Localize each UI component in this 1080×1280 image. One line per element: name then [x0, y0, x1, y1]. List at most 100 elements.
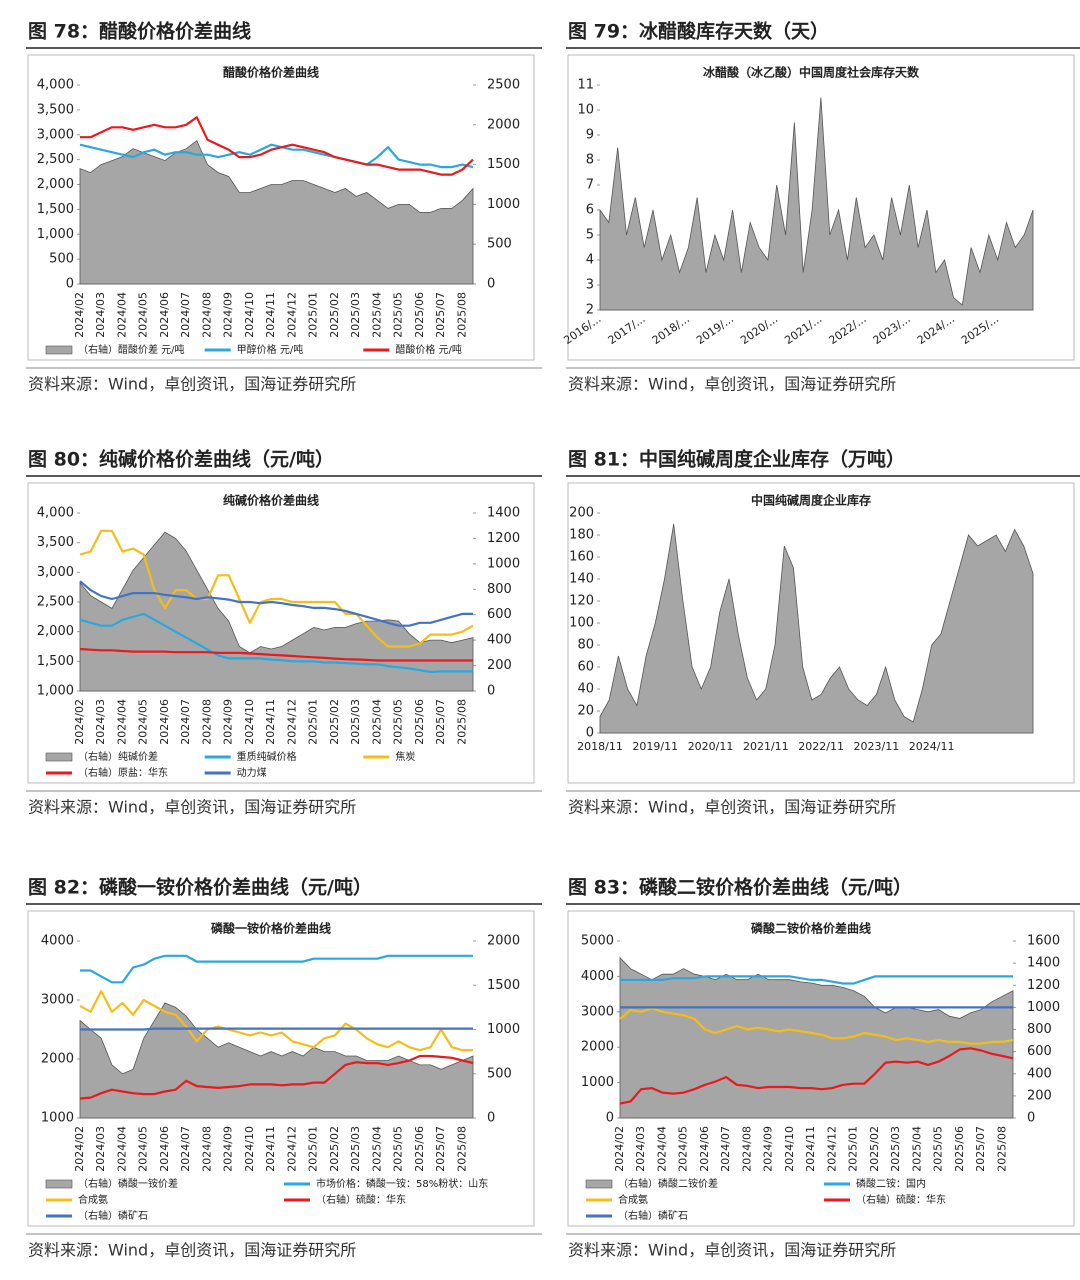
x-tick-label: 2024/02 [73, 1126, 86, 1172]
y2-tick-label: 1400 [1027, 956, 1060, 971]
y2-tick-label: 1200 [487, 531, 520, 546]
y2-tick-label: 400 [487, 633, 512, 648]
x-tick-label: 2024/07 [179, 292, 192, 338]
chart-frame [27, 910, 535, 1227]
chart-frame [567, 910, 1075, 1227]
y-tick-label: 20 [577, 704, 594, 719]
chart-frame [567, 482, 1075, 784]
chart-frame [27, 482, 535, 784]
y2-tick-label: 0 [487, 277, 495, 292]
chart-title: 磷酸一铵价格价差曲线 [211, 921, 331, 936]
y-tick-label: 140 [569, 572, 594, 587]
x-tick-label: 2025/02 [328, 1126, 341, 1172]
area [619, 956, 1014, 1119]
x-tick-label: 2024/03 [94, 699, 107, 745]
x-tick-label: 2021/... [782, 312, 824, 347]
x-tick-label: 2024/09 [222, 699, 235, 745]
y-tick-label: 0 [606, 1111, 614, 1126]
x-tick-label: 2025/07 [434, 699, 447, 745]
x-tick-label: 2024/12 [285, 1126, 298, 1172]
x-tick-label: 2025/04 [910, 1126, 923, 1172]
legend-label: （右轴）磷矿石 [78, 1209, 148, 1222]
line [79, 580, 473, 627]
y2-tick-label: 600 [1027, 1044, 1052, 1059]
y2-tick-label: 1500 [487, 157, 520, 172]
y2-tick-label: 1000 [487, 197, 520, 212]
legend-label: （右轴）磷酸二铵价差 [618, 1177, 718, 1190]
x-tick-label: 2025/08 [455, 292, 468, 338]
x-tick-label: 2024/06 [158, 699, 171, 745]
y2-tick-label: 600 [487, 607, 512, 622]
x-tick-label: 2025/02 [868, 1126, 881, 1172]
x-tick-label: 2025/05 [392, 699, 405, 745]
x-tick-label: 2025/06 [953, 1126, 966, 1172]
x-tick-label: 2025/08 [455, 699, 468, 745]
x-tick-label: 2024/03 [634, 1126, 647, 1172]
x-tick-label: 2025/03 [349, 292, 362, 338]
y-tick-label: 80 [577, 638, 594, 653]
y-tick-label: 3000 [581, 1004, 614, 1019]
x-tick-label: 2025/08 [455, 1126, 468, 1172]
figure-title: 图 81：中国纯碱周度企业库存（万吨） [568, 448, 905, 471]
y-tick-label: 3000 [41, 993, 74, 1008]
x-tick-label: 2024/03 [94, 1126, 107, 1172]
y-tick-label: 1,500 [37, 202, 74, 217]
y-tick-label: 3 [586, 278, 594, 293]
line [80, 1027, 473, 1031]
y2-tick-label: 1400 [487, 506, 520, 521]
x-tick-label: 2024/05 [137, 1126, 150, 1172]
y-tick-label: 2,000 [37, 177, 74, 192]
y2-tick-label: 1200 [1027, 978, 1060, 993]
y-tick-label: 200 [569, 506, 594, 521]
x-tick-label: 2024/11 [264, 292, 277, 338]
y-tick-label: 1000 [41, 1111, 74, 1126]
x-tick-label: 2024/06 [698, 1126, 711, 1172]
x-tick-label: 2023/11 [854, 740, 900, 753]
y-tick-label: 3,000 [37, 565, 74, 580]
legend-label: 动力煤 [237, 766, 267, 779]
line [79, 1054, 474, 1100]
x-tick-label: 2024/02 [73, 699, 86, 745]
x-tick-label: 2025/04 [370, 699, 383, 745]
line [79, 990, 473, 1052]
legend-label: 市场价格：磷酸一铵：58%粉状：山东 [316, 1177, 488, 1190]
y2-tick-label: 800 [487, 582, 512, 597]
legend-label: （右轴）硫酸：华东 [316, 1193, 406, 1206]
x-tick-label: 2025/03 [349, 1126, 362, 1172]
figure-title: 图 79：冰醋酸库存天数（天） [568, 20, 829, 43]
x-tick-label: 2024/11 [264, 699, 277, 745]
y-tick-label: 1,000 [37, 227, 74, 242]
y-tick-label: 9 [586, 128, 594, 143]
x-tick-label: 2024/12 [825, 1126, 838, 1172]
x-tick-label: 2024/11 [804, 1126, 817, 1172]
x-tick-label: 2019/11 [632, 740, 678, 753]
legend-label: （右轴）磷矿石 [618, 1209, 688, 1222]
y-tick-label: 1,500 [37, 654, 74, 669]
chart-frame [27, 54, 535, 361]
x-tick-label: 2024/06 [158, 1126, 171, 1172]
y-tick-label: 3,500 [37, 102, 74, 117]
line [80, 116, 474, 176]
source-note: 资料来源：Wind，卓创资讯，国海证券研究所 [568, 798, 896, 817]
y2-tick-label: 1000 [1027, 1000, 1060, 1015]
line [620, 975, 1013, 985]
y-tick-label: 4 [586, 253, 594, 268]
x-tick-label: 2025/08 [995, 1126, 1008, 1172]
area [599, 97, 1034, 311]
x-tick-label: 2024/04 [655, 1126, 668, 1172]
x-tick-label: 2024/10 [783, 1126, 796, 1172]
legend-label: 焦炭 [395, 750, 415, 763]
figure-title: 图 80：纯碱价格价差曲线（元/吨） [28, 448, 334, 471]
x-tick-label: 2024/07 [179, 699, 192, 745]
y2-tick-label: 0 [1027, 1111, 1035, 1126]
x-tick-label: 2025/03 [889, 1126, 902, 1172]
y-tick-label: 0 [586, 726, 594, 741]
source-note: 资料来源：Wind，卓创资讯，国海证券研究所 [28, 375, 356, 394]
x-tick-label: 2024/11 [909, 740, 955, 753]
x-tick-label: 2024/05 [137, 699, 150, 745]
x-tick-label: 2024/... [915, 312, 957, 347]
chart-title: 磷酸二铵价格价差曲线 [751, 921, 871, 936]
line [79, 529, 474, 648]
y2-tick-label: 2000 [487, 934, 520, 949]
